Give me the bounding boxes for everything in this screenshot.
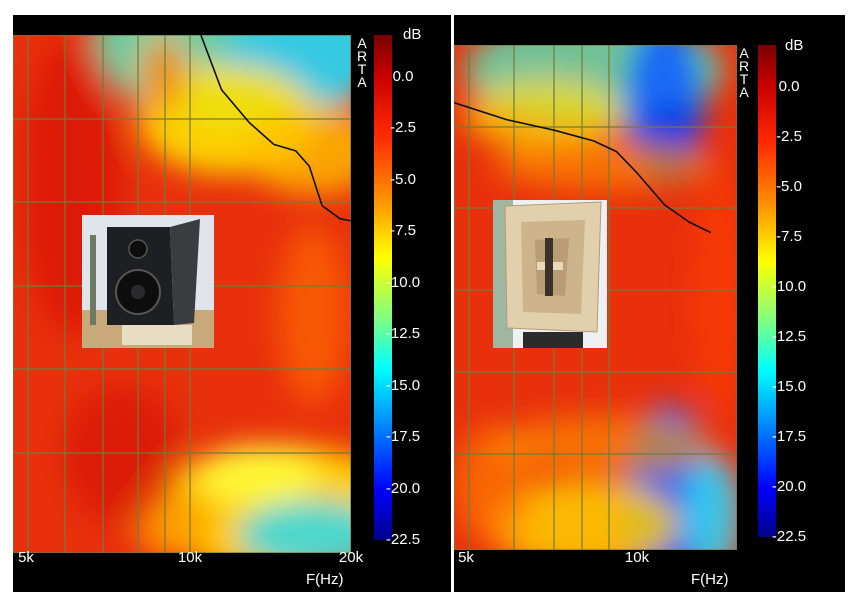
- colorbar-tick-label: -10.0: [771, 278, 807, 295]
- x-axis-tick-label: 5k: [18, 549, 34, 566]
- colorbar-tick-label: -2.5: [390, 119, 416, 137]
- directivity-curve: [200, 35, 351, 222]
- horn-speaker-photo: [493, 200, 607, 348]
- colorbar-tick-label: -5.0: [390, 170, 416, 188]
- colorbar-tick-label: -12.5: [771, 328, 807, 345]
- colorbar-tick-label: -10.0: [385, 273, 421, 291]
- heatmap-region: [489, 480, 679, 550]
- heatmap-region: [278, 225, 348, 405]
- heatmap-canvas: [454, 45, 737, 550]
- heatmap-region: [464, 80, 624, 150]
- colorbar-tick-label: 0.0: [392, 68, 414, 85]
- x-axis-tick-label: 20k: [338, 549, 364, 566]
- right-x-axis-label: F(Hz): [691, 571, 729, 588]
- heatmap-region: [243, 105, 351, 195]
- heatmap-region: [198, 445, 318, 505]
- left-colorbar-title: dB: [403, 26, 422, 43]
- heatmap-region: [494, 140, 714, 190]
- right-heatmap: [454, 45, 737, 550]
- x-axis-tick-label: 10k: [624, 549, 650, 566]
- right-colorbar-title: dB: [785, 37, 804, 54]
- colorbar-tick-label: -12.5: [385, 325, 421, 343]
- colorbar-tick-label: -15.0: [771, 378, 807, 395]
- heatmap-region: [694, 175, 737, 415]
- heatmap-region: [238, 500, 351, 553]
- colorbar-tick-label: -17.5: [385, 428, 421, 446]
- left-heatmap: [13, 35, 351, 553]
- colorbar-tick-label: -15.0: [385, 376, 421, 394]
- heatmap-region: [494, 415, 714, 475]
- colorbar-tick-label: -7.5: [776, 228, 802, 245]
- bookshelf-speaker-photo: [82, 215, 214, 348]
- colorbar-tick-label: -22.5: [385, 531, 421, 548]
- heatmap-region: [63, 385, 183, 525]
- directivity-curve: [454, 101, 712, 234]
- colorbar-tick-label: -20.0: [385, 479, 421, 497]
- x-axis-tick-label: 10k: [177, 549, 203, 566]
- heatmap-region: [138, 35, 188, 115]
- colorbar-tick-label: -17.5: [771, 428, 807, 445]
- right-colorbar: [758, 45, 776, 537]
- colorbar-tick-label: -5.0: [776, 178, 802, 195]
- x-axis-tick-label: 5k: [458, 549, 474, 566]
- colorbar-tick-label: 0.0: [778, 78, 800, 95]
- colorbar-tick-label: -7.5: [390, 222, 416, 240]
- colorbar-tick-label: -2.5: [776, 128, 802, 145]
- heatmap-canvas: [13, 35, 351, 553]
- left-x-axis-label: F(Hz): [306, 571, 344, 588]
- left-colorbar: [374, 35, 392, 540]
- colorbar-tick-label: -22.5: [771, 528, 807, 545]
- heatmap-region: [684, 455, 737, 550]
- colorbar-tick-label: -20.0: [771, 478, 807, 495]
